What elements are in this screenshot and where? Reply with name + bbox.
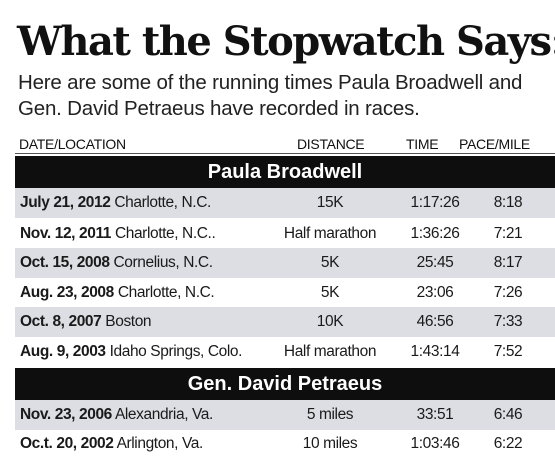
table-row: Aug. 23, 2008 Charlotte, N.C. 5K 23:06 7… <box>15 278 555 308</box>
time-cell: 1:17:26 <box>410 194 460 211</box>
race-location: Arlington, Va. <box>116 435 204 452</box>
race-date: Nov. 12, 2011 <box>20 225 112 242</box>
table-row: Nov. 12, 2011 Charlotte, N.C.. Half mara… <box>15 219 555 249</box>
page-title: What the Stopwatch Says: <box>17 18 555 65</box>
date-location-cell: Nov. 12, 2011 Charlotte, N.C.. <box>20 219 216 249</box>
date-location-cell: Nov. 23, 2006 Alexandria, Va. <box>20 400 213 430</box>
time-cell: 46:56 <box>416 313 454 330</box>
time-cell: 33:51 <box>416 406 454 423</box>
column-header-date-location: DATE/LOCATION <box>19 136 126 152</box>
race-date: Aug. 23, 2008 <box>20 284 114 301</box>
distance-cell: Half marathon <box>283 225 377 242</box>
distance-cell: 5K <box>320 254 340 271</box>
column-header-time: TIME <box>406 136 439 152</box>
date-location-cell: Oc.t. 20, 2002 Arlington, Va. <box>20 429 203 459</box>
race-date: Oct. 8, 2007 <box>20 313 102 330</box>
distance-cell: Half marathon <box>283 343 377 360</box>
section-header-paula-broadwell: Paula Broadwell <box>15 156 555 188</box>
race-location: Cornelius, N.C. <box>113 254 213 271</box>
race-location: Charlotte, N.C. <box>114 194 211 211</box>
distance-cell: 15K <box>316 194 344 211</box>
date-location-cell: July 21, 2012 Charlotte, N.C. <box>20 188 211 218</box>
time-cell: 1:36:26 <box>410 225 460 242</box>
race-date: Oct. 15, 2008 <box>20 254 110 271</box>
date-location-cell: Oct. 15, 2008 Cornelius, N.C. <box>20 248 213 278</box>
pace-cell: 7:52 <box>493 343 523 360</box>
time-cell: 1:43:14 <box>410 343 460 360</box>
time-cell: 23:06 <box>416 284 454 301</box>
table-row: Nov. 23, 2006 Alexandria, Va. 5 miles 33… <box>15 400 555 430</box>
race-location: Boston <box>105 313 152 330</box>
table-row: Oct. 15, 2008 Cornelius, N.C. 5K 25:45 8… <box>15 248 555 278</box>
pace-cell: 8:17 <box>493 254 523 271</box>
distance-cell: 10 miles <box>302 435 358 452</box>
table-row: Oct. 8, 2007 Boston 10K 46:56 7:33 <box>15 307 555 337</box>
pace-cell: 7:33 <box>493 313 523 330</box>
race-date: July 21, 2012 <box>20 194 111 211</box>
distance-cell: 5K <box>320 284 340 301</box>
time-cell: 25:45 <box>416 254 454 271</box>
header-divider <box>15 153 555 154</box>
date-location-cell: Aug. 9, 2003 Idaho Springs, Colo. <box>20 337 242 367</box>
time-cell: 1:03:46 <box>410 435 460 452</box>
race-date: Aug. 9, 2003 <box>20 343 106 360</box>
pace-cell: 7:26 <box>493 284 523 301</box>
race-location: Charlotte, N.C. <box>117 284 215 301</box>
pace-cell: 6:22 <box>493 435 523 452</box>
race-date: Oc.t. 20, 2002 <box>20 435 114 452</box>
pace-cell: 7:21 <box>493 225 523 242</box>
race-location: Alexandria, Va. <box>114 406 213 423</box>
race-location: Idaho Springs, Colo. <box>109 343 243 360</box>
section-header-david-petraeus: Gen. David Petraeus <box>15 368 555 400</box>
race-location: Charlotte, N.C.. <box>114 225 216 242</box>
date-location-cell: Oct. 8, 2007 Boston <box>20 307 152 337</box>
pace-cell: 6:46 <box>493 406 523 423</box>
distance-cell: 10K <box>316 313 344 330</box>
column-header-pace: PACE/MILE <box>459 136 530 152</box>
column-header-distance: DISTANCE <box>297 136 365 152</box>
race-date: Nov. 23, 2006 <box>20 406 112 423</box>
date-location-cell: Aug. 23, 2008 Charlotte, N.C. <box>20 278 215 308</box>
table-row: July 21, 2012 Charlotte, N.C. 15K 1:17:2… <box>15 188 555 218</box>
page-subtitle: Here are some of the running times Paula… <box>18 71 523 120</box>
pace-cell: 8:18 <box>493 194 523 211</box>
distance-cell: 5 miles <box>306 406 354 423</box>
table-row: Aug. 9, 2003 Idaho Springs, Colo. Half m… <box>15 337 555 367</box>
table-row: Oc.t. 20, 2002 Arlington, Va. 10 miles 1… <box>15 429 555 459</box>
